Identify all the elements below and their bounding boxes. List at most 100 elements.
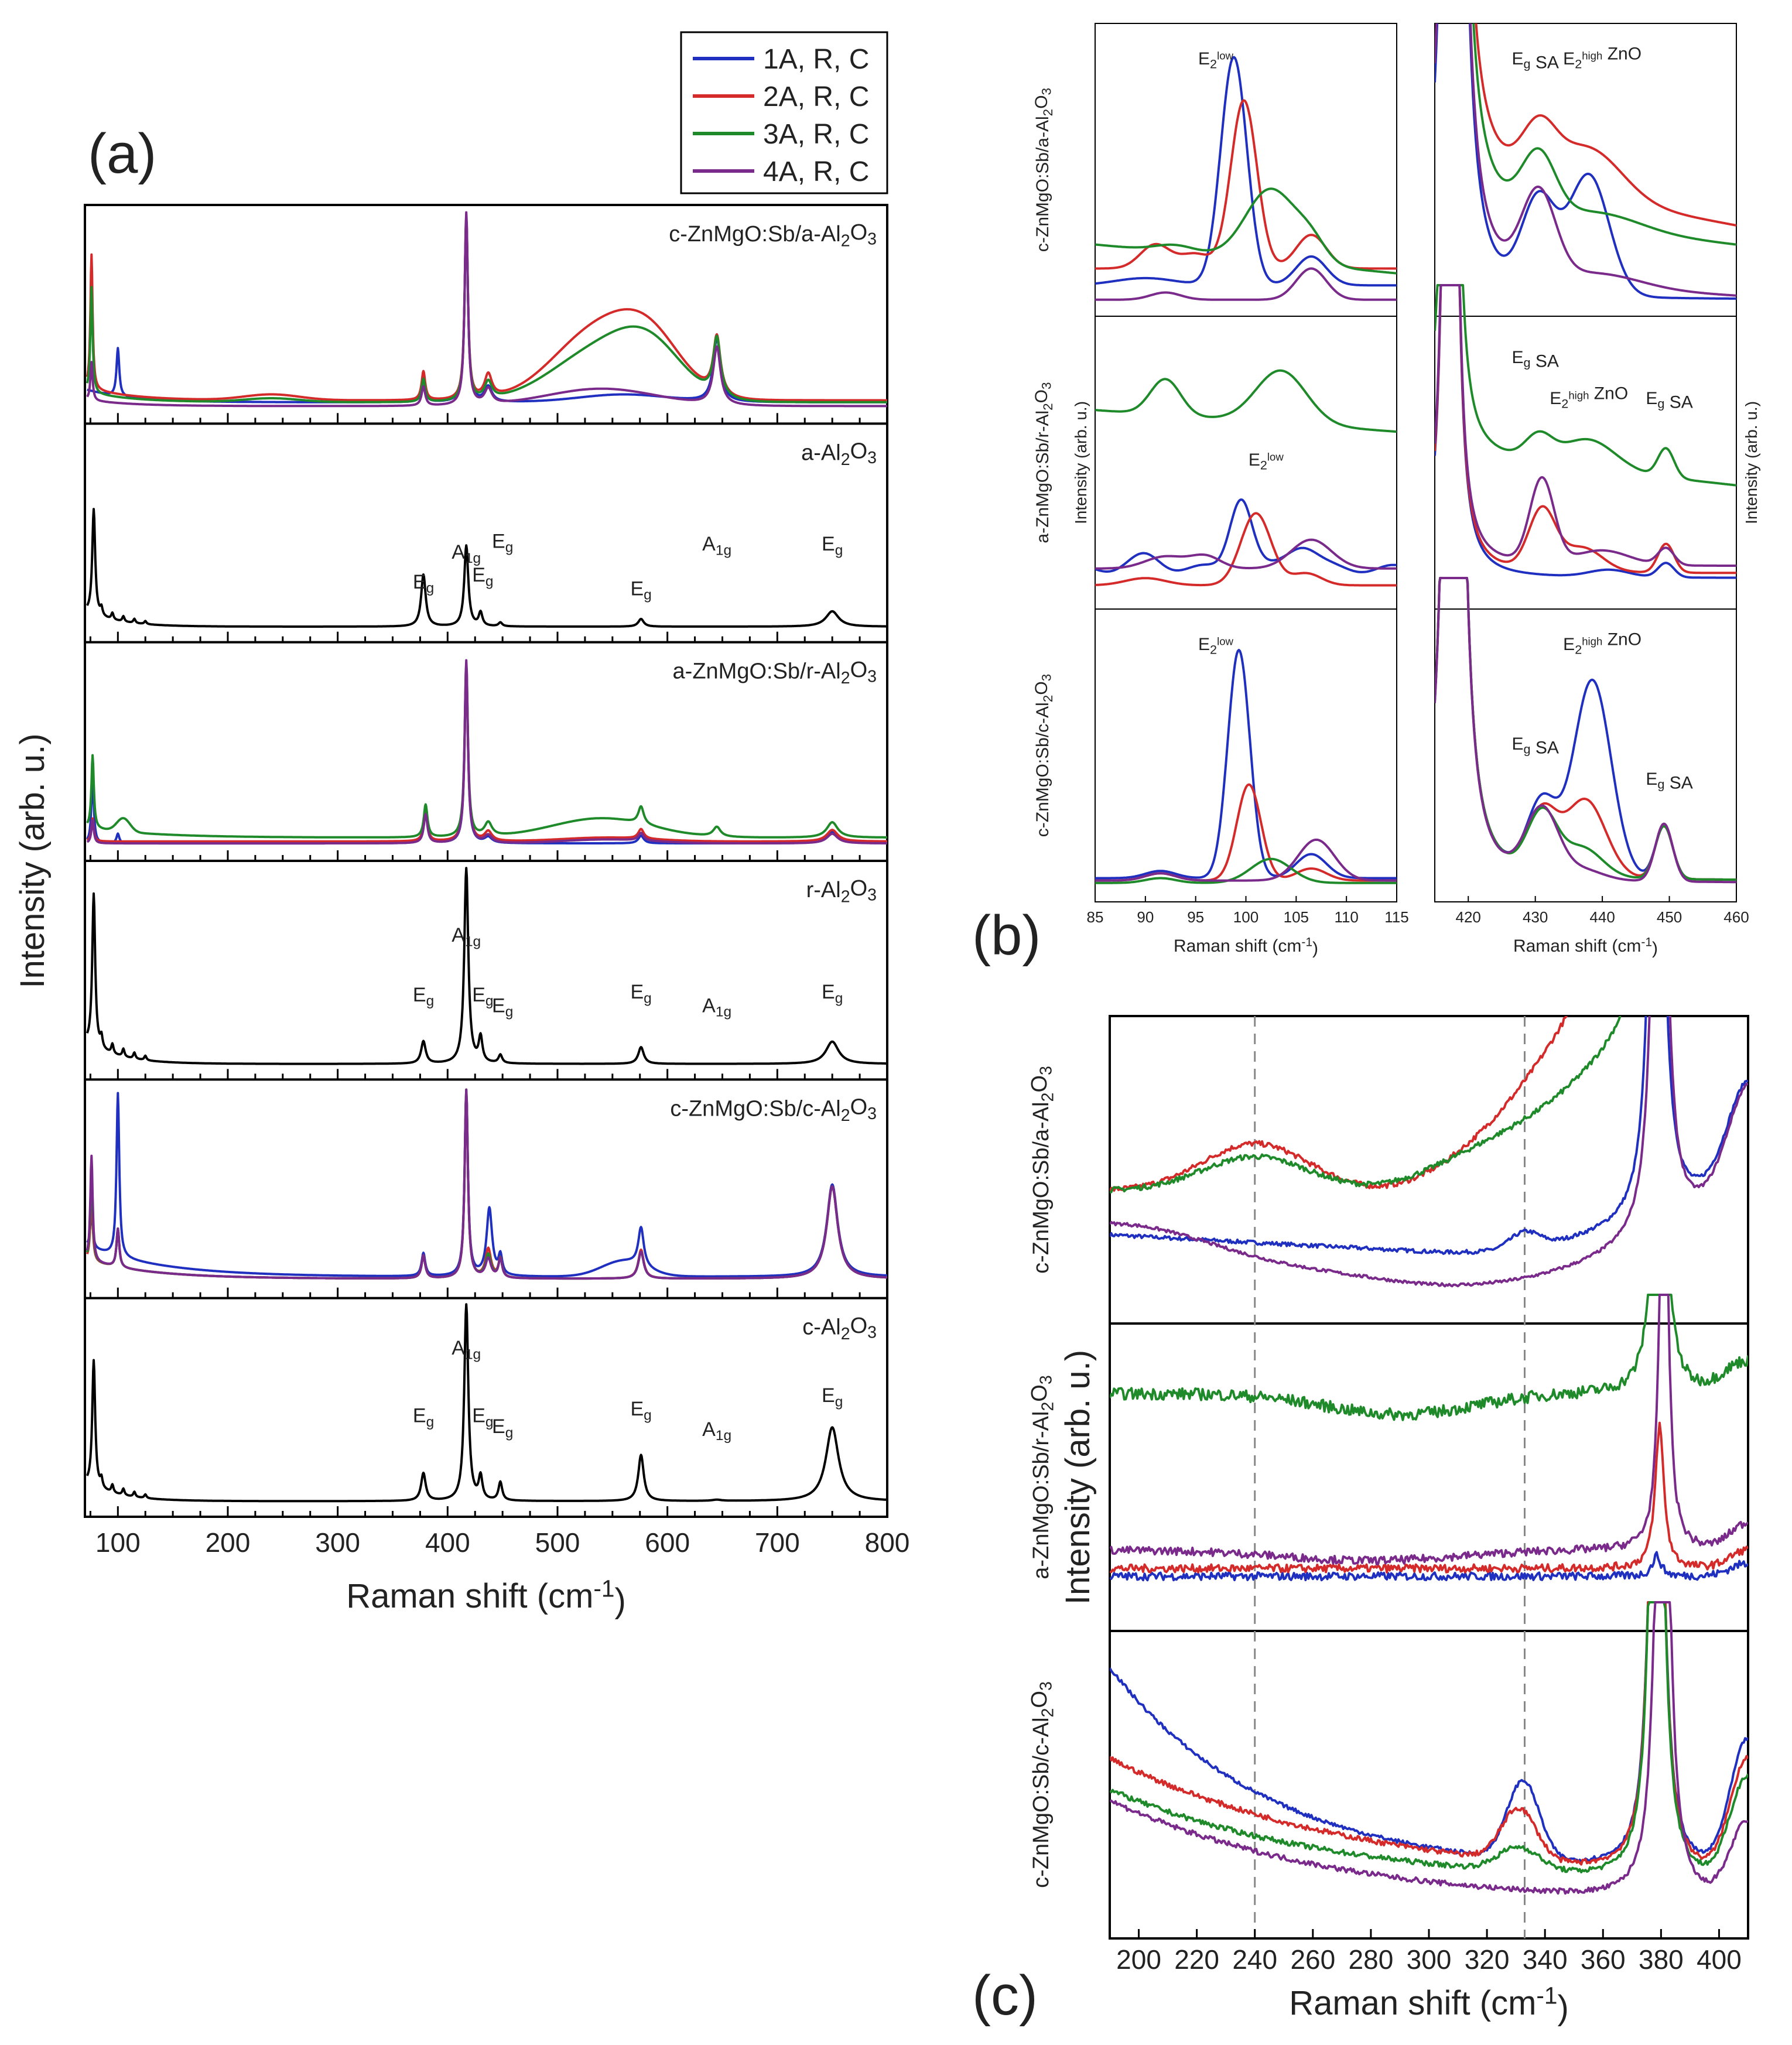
panel-c-label: (c) <box>972 1964 1038 2027</box>
label-sub: 3 <box>1037 1375 1056 1384</box>
spectrum-line <box>1095 498 1397 573</box>
label-part: E <box>472 1405 485 1427</box>
label-part: Al <box>821 440 841 465</box>
label-sub: 1g <box>716 542 731 558</box>
label-part: A <box>452 541 465 563</box>
x-tick-label: 450 <box>1657 908 1682 926</box>
label-part: E <box>1563 635 1575 654</box>
label-part: Al <box>1033 116 1052 132</box>
label-part: SA <box>1531 738 1559 757</box>
spectrum-line <box>1110 1551 1748 1582</box>
label-sub: 2 <box>1041 695 1055 703</box>
label-sup: high <box>1582 635 1602 648</box>
panel-b-chart: 85 90 95 100 105 110 115 420 430 440 450 460 Raman s… <box>1032 23 1760 959</box>
label-part: E <box>1198 49 1210 69</box>
label-part: E <box>413 1405 426 1427</box>
x-tick-label: 400 <box>1697 1944 1742 1975</box>
x-tick-label: 100 <box>1233 908 1258 926</box>
label-part: E <box>1646 770 1657 789</box>
label-sub: 3 <box>867 667 877 686</box>
label-sub: g <box>1523 56 1530 71</box>
axis-label-main: Raman shift (cm <box>1289 1984 1536 2022</box>
peak-annotation: Eg <box>472 564 493 589</box>
label-part: E <box>413 571 426 593</box>
spectrum-line <box>1435 284 1736 487</box>
label-part: Al <box>821 222 841 247</box>
peak-annotation: Eg SA <box>1646 389 1692 412</box>
label-part: a- <box>801 440 821 465</box>
label-sub: g <box>505 1425 514 1441</box>
label-sub: 3 <box>1039 382 1054 389</box>
x-tick-label: 380 <box>1639 1944 1684 1975</box>
label-part: O <box>850 876 868 901</box>
label-part: E <box>492 994 505 1017</box>
label-part: Al <box>821 1315 841 1340</box>
x-tick-label: 200 <box>206 1527 251 1558</box>
x-tick-label: 240 <box>1232 1944 1277 1975</box>
label-sub: g <box>1657 777 1664 791</box>
legend-entry: 1A, R, C <box>763 44 869 75</box>
spectrum-line <box>1110 1016 1748 1288</box>
spectrum-line <box>1095 857 1397 884</box>
peak-annotation: Eg <box>822 981 843 1006</box>
spectrum-line <box>1435 284 1736 579</box>
label-part: Al <box>1033 411 1052 426</box>
spectrum-line <box>86 1303 887 1503</box>
label-sub: 1g <box>465 550 481 566</box>
label-sub: 2 <box>841 888 850 907</box>
row-label: c-ZnMgO:Sb/c-Al2O3 <box>1027 1681 1057 1888</box>
label-sup: high <box>1582 50 1602 62</box>
label-part: A <box>452 1337 465 1359</box>
peak-annotation: Eg SA <box>1646 770 1692 792</box>
label-sub: 1g <box>716 1004 731 1020</box>
label-sub: 2 <box>1575 642 1582 656</box>
label-sub: 2 <box>841 1325 850 1343</box>
label-sub: 3 <box>867 230 877 249</box>
label-sub: 3 <box>1037 1681 1056 1691</box>
peak-annotation: Eg <box>413 571 434 596</box>
spectrum-line <box>1435 577 1736 884</box>
axis-label-sup: -1 <box>1641 936 1652 949</box>
label-sub: 3 <box>1037 1066 1056 1075</box>
label-sup: low <box>1217 635 1233 648</box>
spectrum-line <box>1472 23 1736 246</box>
x-tick-label: 430 <box>1523 908 1548 926</box>
peak-annotation: Eg <box>630 981 651 1006</box>
label-part: E <box>630 577 644 600</box>
row-label: c-ZnMgO:Sb/a-Al2O3 <box>1032 88 1055 252</box>
spectrum-line <box>1110 1294 1748 1566</box>
spectrum-line <box>1475 23 1736 227</box>
label-part: E <box>492 530 505 552</box>
x-axis-title-right: Raman shift (cm-1) <box>1513 936 1658 959</box>
label-part: E <box>630 1398 644 1420</box>
label-part: E <box>1550 389 1561 408</box>
label-sub: g <box>835 991 843 1007</box>
peak-annotation: Eg <box>472 1405 493 1430</box>
peak-annotation: A1g <box>452 924 481 949</box>
label-sup: low <box>1267 451 1284 463</box>
x-tick-label: 260 <box>1290 1944 1335 1975</box>
label-part: a-ZnMgO:Sb/r- <box>673 659 821 684</box>
label-sub: 2 <box>1210 56 1217 71</box>
axis-label-sup: -1 <box>593 1575 614 1602</box>
spectrum-line <box>1435 284 1736 574</box>
subpanel-label: a-Al2O3 <box>801 439 877 468</box>
label-part: c-ZnMgO:Sb/a- <box>669 222 821 247</box>
axis-label-main: Raman shift (cm <box>1513 936 1641 956</box>
label-part: a-ZnMgO:Sb/r- <box>1033 426 1052 543</box>
spectrum-line <box>1095 838 1397 882</box>
x-tick-label: 100 <box>95 1527 141 1558</box>
label-part: r- <box>806 878 821 902</box>
subpanel-label: a-ZnMgO:Sb/r-Al2O3 <box>673 658 877 688</box>
label-part: c- <box>802 1315 821 1340</box>
peak-annotation: A1g <box>702 533 731 558</box>
peak-annotation: A1g <box>702 994 731 1020</box>
label-part: c-ZnMgO:Sb/a- <box>1033 132 1052 252</box>
peak-annotation: E2high ZnO <box>1563 630 1641 657</box>
label-part: E <box>413 984 426 1006</box>
label-sub: g <box>426 993 435 1009</box>
spectrum-line <box>86 659 887 845</box>
label-sub: 3 <box>867 449 877 467</box>
label-sub: g <box>644 1407 652 1423</box>
peak-annotation: E2low <box>1198 635 1234 656</box>
